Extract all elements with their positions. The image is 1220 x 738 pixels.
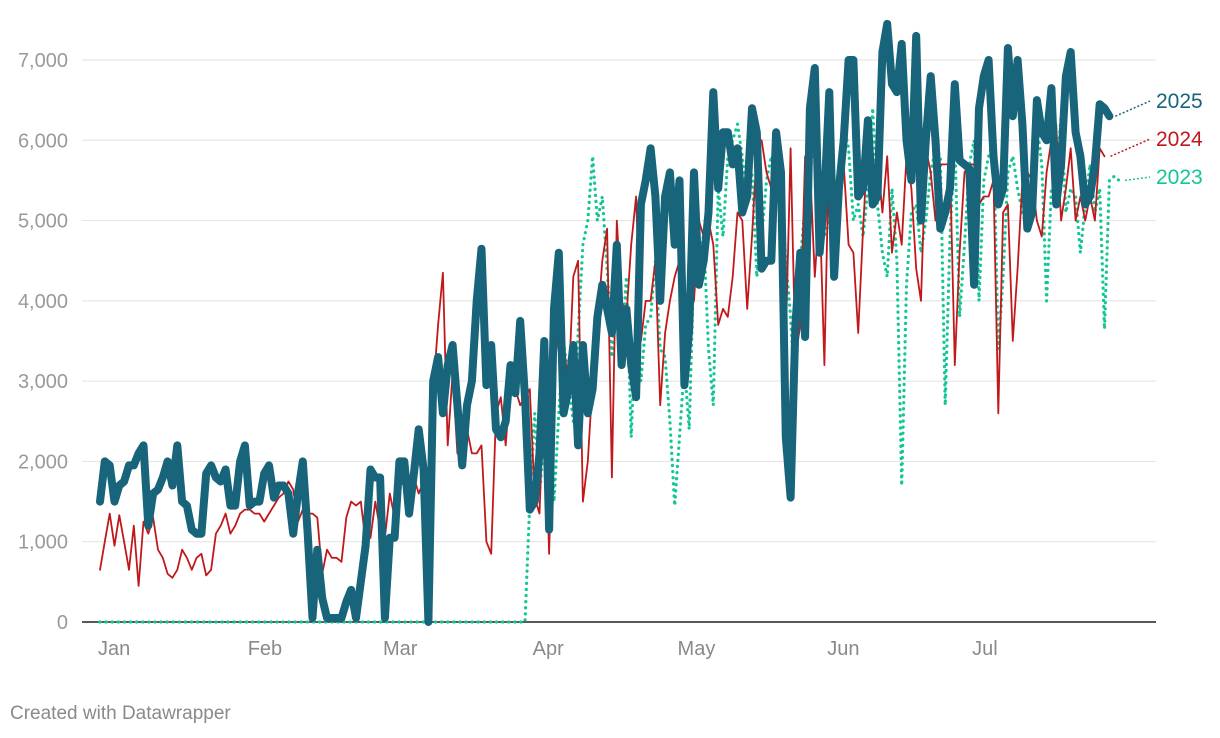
y-axis: 0 1,000 2,000 3,000 4,000 5,000 6,000 7,000 <box>18 50 68 634</box>
y-tick-label: 7,000 <box>18 50 68 72</box>
y-tick-label: 1,000 <box>18 532 68 554</box>
credit-text: Created with Datawrapper <box>10 703 231 724</box>
x-tick-label: Apr <box>533 638 564 660</box>
series-label-2025: 2025 <box>1156 90 1203 113</box>
connector-2024 <box>1110 138 1151 158</box>
y-tick-label: 2,000 <box>18 451 68 473</box>
x-tick-label: Jul <box>972 638 998 660</box>
y-tick-label: 5,000 <box>18 211 68 233</box>
y-tick-label: 6,000 <box>18 130 68 152</box>
x-axis: Jan Feb Mar Apr May Jun Jul <box>98 638 998 660</box>
x-tick-label: May <box>678 638 716 660</box>
series-label-2024: 2024 <box>1156 128 1203 151</box>
line-chart: 0 1,000 2,000 3,000 4,000 5,000 6,000 7,000 Jan… <box>18 19 1203 660</box>
x-tick-label: Jan <box>98 638 130 660</box>
series-lines <box>96 19 1121 626</box>
y-tick-label: 0 <box>57 612 68 634</box>
connector-2025 <box>1115 100 1151 117</box>
series-label-2023: 2023 <box>1156 166 1203 189</box>
x-tick-label: Feb <box>248 638 282 660</box>
series-end-labels: 2023 2024 2025 <box>1110 90 1203 189</box>
connector-2023 <box>1124 176 1151 182</box>
gridlines <box>82 59 1156 543</box>
x-tick-label: Jun <box>827 638 859 660</box>
x-tick-label: Mar <box>383 638 418 660</box>
y-tick-label: 4,000 <box>18 291 68 313</box>
series-line-2025 <box>96 19 1114 626</box>
y-tick-label: 3,000 <box>18 371 68 393</box>
